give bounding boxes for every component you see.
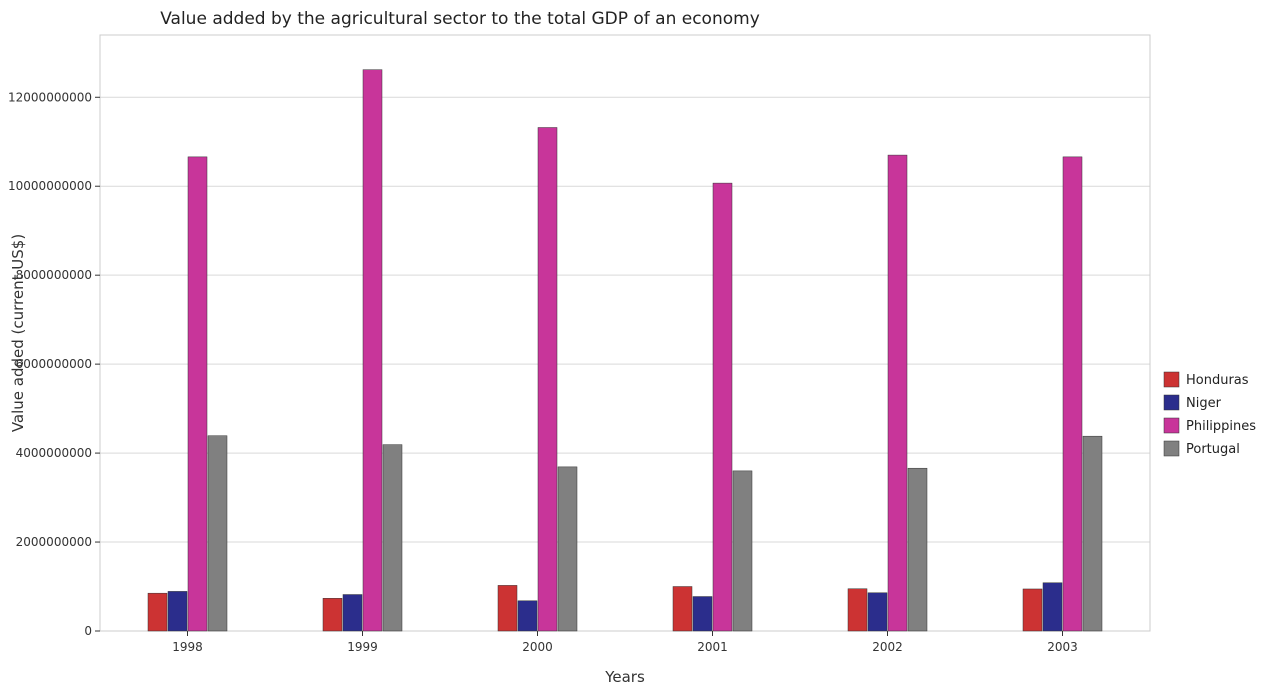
bar-portugal-2001	[732, 470, 753, 632]
legend-swatch-philippines	[1163, 417, 1180, 434]
y-tick-label: 12000000000	[8, 90, 92, 104]
y-tick-label: 2000000000	[16, 535, 92, 549]
legend-label-portugal: Portugal	[1186, 442, 1240, 457]
bar-portugal-1998	[207, 435, 228, 632]
bar-honduras-1999	[322, 598, 343, 632]
bar-honduras-2001	[672, 586, 693, 632]
y-tick-label: 6000000000	[16, 357, 92, 371]
x-tick-label: 2003	[1047, 640, 1078, 654]
legend-swatch-honduras	[1163, 371, 1180, 388]
chart-title: Value added by the agricultural sector t…	[160, 9, 760, 29]
x-tick-label: 2000	[522, 640, 553, 654]
bar-portugal-2003	[1082, 435, 1103, 632]
bars	[147, 69, 1103, 632]
bar-portugal-2000	[557, 466, 578, 632]
bar-niger-2000	[517, 600, 538, 632]
x-tick-label: 1999	[347, 640, 378, 654]
x-axis: 1998 1999 2000 2001 2002 2003	[172, 631, 1078, 654]
y-tick-label: 10000000000	[8, 179, 92, 193]
plot-frame	[99, 34, 1151, 632]
bar-philippines-2002	[887, 154, 908, 632]
grid-lines	[100, 96, 1150, 632]
y-axis-label: Value added (current US$)	[9, 234, 27, 432]
legend: Honduras Niger Philippines Portugal	[1163, 371, 1256, 457]
bar-portugal-1999	[382, 444, 403, 632]
bar-philippines-1998	[187, 156, 208, 632]
bar-portugal-2002	[907, 467, 928, 632]
legend-label-niger: Niger	[1186, 396, 1222, 411]
legend-label-philippines: Philippines	[1186, 419, 1256, 434]
bar-philippines-1999	[362, 69, 383, 632]
bar-philippines-2001	[712, 182, 733, 632]
y-axis: 0 2000000000 4000000000 6000000000 800000000…	[8, 90, 100, 638]
bar-niger-1999	[342, 594, 363, 632]
x-tick-label: 2001	[697, 640, 728, 654]
bar-niger-2001	[692, 596, 713, 632]
x-tick-label: 1998	[172, 640, 203, 654]
bar-honduras-2002	[847, 588, 868, 632]
y-tick-label: 0	[84, 624, 92, 638]
bar-philippines-2000	[537, 127, 558, 632]
bar-niger-1998	[167, 591, 188, 632]
y-tick-label: 4000000000	[16, 446, 92, 460]
bar-honduras-2003	[1022, 588, 1043, 632]
bar-honduras-2000	[497, 585, 518, 632]
bar-niger-2002	[867, 592, 888, 632]
legend-label-honduras: Honduras	[1186, 373, 1249, 388]
bar-philippines-2003	[1062, 156, 1083, 632]
legend-swatch-niger	[1163, 394, 1180, 411]
legend-swatch-portugal	[1163, 440, 1180, 457]
x-tick-label: 2002	[872, 640, 903, 654]
bar-niger-2003	[1042, 582, 1063, 632]
bar-honduras-1998	[147, 592, 168, 632]
y-tick-label: 8000000000	[16, 268, 92, 282]
x-axis-label: Years	[604, 668, 645, 686]
